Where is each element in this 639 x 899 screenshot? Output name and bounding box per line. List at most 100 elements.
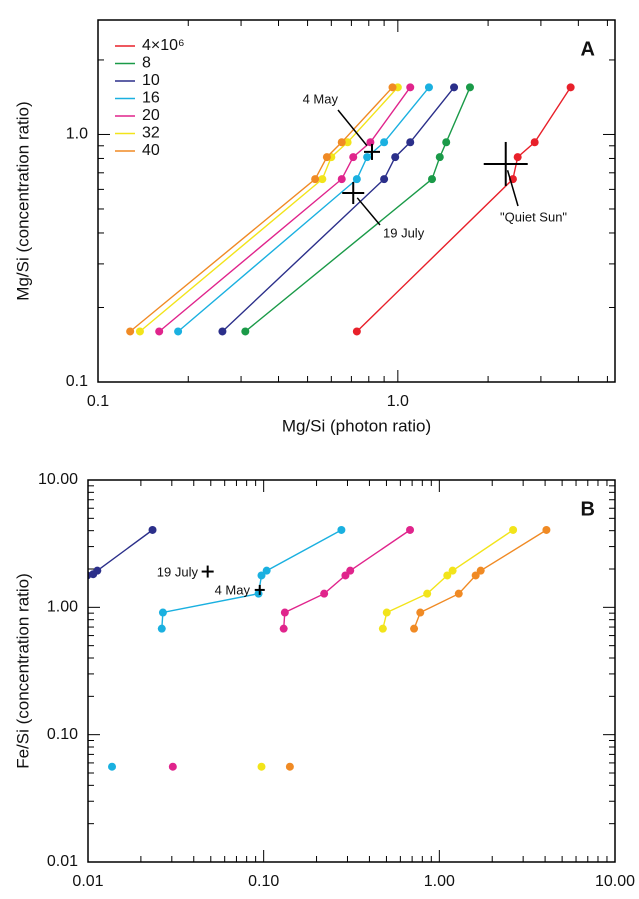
data-point [424, 83, 433, 92]
data-point [257, 762, 266, 771]
data-point [513, 153, 522, 162]
legend-label: 20 [142, 107, 160, 124]
legend-label: 16 [142, 90, 160, 107]
legend-label: 40 [142, 142, 160, 159]
x-tick-label: 1.0 [387, 393, 409, 410]
data-point [476, 566, 485, 575]
data-point [352, 327, 361, 336]
x-tick-label: 0.1 [87, 393, 109, 410]
data-point [322, 153, 331, 162]
y-tick-label: 0.1 [66, 373, 88, 390]
data-point [443, 571, 452, 580]
legend-label: 8 [142, 55, 151, 72]
x-tick-label: 0.10 [248, 873, 279, 890]
data-point [406, 138, 415, 147]
data-point [337, 525, 346, 534]
panel-label: B [581, 498, 595, 520]
data-point [311, 175, 320, 184]
data-point [108, 762, 117, 771]
data-point [285, 762, 294, 771]
data-point [566, 83, 575, 92]
data-point [391, 153, 400, 162]
data-point [280, 608, 289, 617]
data-point [174, 327, 183, 336]
data-point [257, 571, 266, 580]
data-point [157, 624, 166, 633]
data-point [530, 138, 539, 147]
plot-frame [87, 479, 616, 863]
y-tick-label: 1.00 [47, 599, 78, 616]
data-point [542, 525, 551, 534]
data-point [380, 175, 389, 184]
y-tick-label: 10.00 [38, 471, 78, 488]
series-line [221, 86, 455, 333]
data-point [93, 566, 102, 575]
panel-label: A [581, 38, 595, 60]
data-point [366, 138, 375, 147]
annotation-label: 4 May [215, 582, 251, 597]
data-point [454, 589, 463, 598]
data-point [262, 566, 271, 575]
data-point [337, 138, 346, 147]
legend-label: 10 [142, 72, 160, 89]
plot-frame [97, 19, 616, 383]
data-point [148, 525, 157, 534]
plot-area [126, 83, 575, 336]
data-point [378, 624, 387, 633]
annotation-leader [356, 197, 381, 226]
data-point [435, 153, 444, 162]
data-point [406, 83, 415, 92]
x-tick-label: 0.01 [72, 873, 103, 890]
y-axis-title: Fe/Si (concentration ratio) [13, 573, 32, 769]
data-point [382, 608, 391, 617]
data-point [388, 83, 397, 92]
data-point [318, 175, 327, 184]
data-point [465, 83, 474, 92]
data-point [337, 175, 346, 184]
data-point [352, 175, 361, 184]
annotation-leader [506, 170, 519, 207]
data-point [320, 589, 329, 598]
data-point [218, 327, 227, 336]
plot-area [88, 525, 551, 771]
y-axis-title: Mg/Si (concentration ratio) [13, 101, 32, 300]
data-point [349, 153, 358, 162]
legend-label: 4×10⁶ [142, 37, 185, 54]
data-point [450, 83, 459, 92]
annotation-label: 19 July [157, 564, 199, 579]
y-tick-label: 1.0 [66, 126, 88, 143]
annotation-leader [337, 109, 368, 147]
annotation-label: 19 July [383, 225, 425, 240]
data-point [423, 589, 432, 598]
data-point [241, 327, 250, 336]
series-line [283, 529, 411, 629]
data-point [343, 138, 352, 147]
data-point [126, 327, 135, 336]
data-point [168, 762, 177, 771]
data-point [363, 153, 372, 162]
x-axis-title: Mg/Si (photon ratio) [282, 416, 431, 435]
x-axis-title: Fe/Si (photon ratio) [279, 896, 425, 899]
data-point [509, 525, 518, 534]
data-point [155, 327, 164, 336]
data-point [158, 608, 167, 617]
data-point [406, 525, 415, 534]
data-point [135, 327, 144, 336]
series-line [177, 86, 430, 333]
data-point [448, 566, 457, 575]
series-line [158, 86, 411, 333]
y-tick-label: 0.01 [47, 853, 78, 870]
data-point [346, 566, 355, 575]
annotation-label: 4 May [303, 91, 339, 106]
data-point [471, 571, 480, 580]
data-point [410, 624, 419, 633]
data-point [380, 138, 389, 147]
data-point [279, 624, 288, 633]
data-point [428, 175, 437, 184]
data-point [442, 138, 451, 147]
x-tick-label: 1.00 [424, 873, 455, 890]
y-tick-label: 0.10 [47, 726, 78, 743]
annotation-label: "Quiet Sun" [500, 209, 567, 224]
legend-label: 32 [142, 125, 160, 142]
